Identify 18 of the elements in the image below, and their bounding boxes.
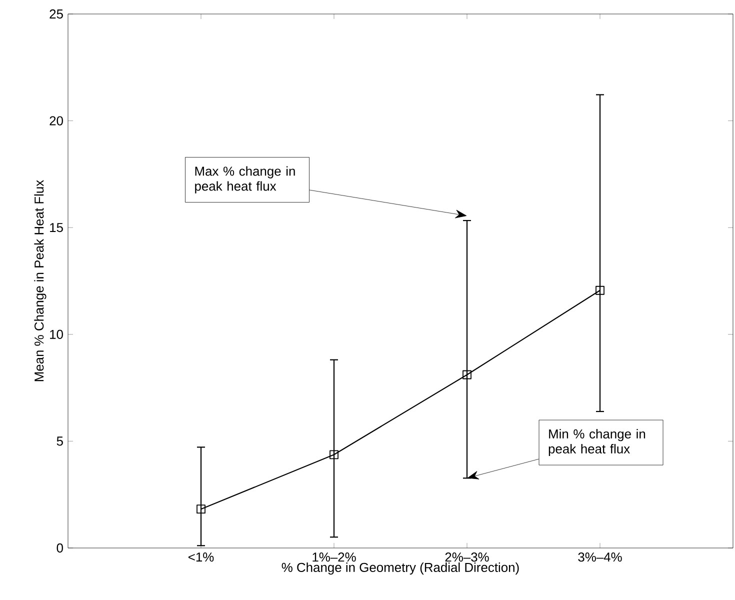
y-tick-label: 0	[56, 543, 63, 553]
y-tick-label: 15	[50, 223, 63, 232]
point	[196, 504, 206, 514]
x-tick-label: 2%–3%	[445, 552, 489, 562]
annotation: Max % change in peak heat flux	[195, 166, 295, 194]
point	[596, 286, 604, 295]
y-tick-label: 5	[56, 436, 63, 446]
y-tick-label: 10	[50, 330, 63, 339]
annotation: Min % change in peak heat flux	[548, 429, 646, 456]
point	[330, 450, 338, 460]
x-tick-label: 3%–4%	[578, 552, 622, 562]
y-axis-title: Mean % Change in Peak Heat Flux	[34, 180, 46, 382]
point	[462, 370, 472, 380]
y-tick-label: 20	[50, 116, 63, 126]
y-tick-label: 25	[50, 9, 63, 19]
x-tick-label: 1%–2%	[312, 552, 356, 562]
x-tick-label: <1%	[188, 552, 214, 562]
x-axis-title: % Change in Geometry (Radial Direction)	[282, 562, 519, 575]
